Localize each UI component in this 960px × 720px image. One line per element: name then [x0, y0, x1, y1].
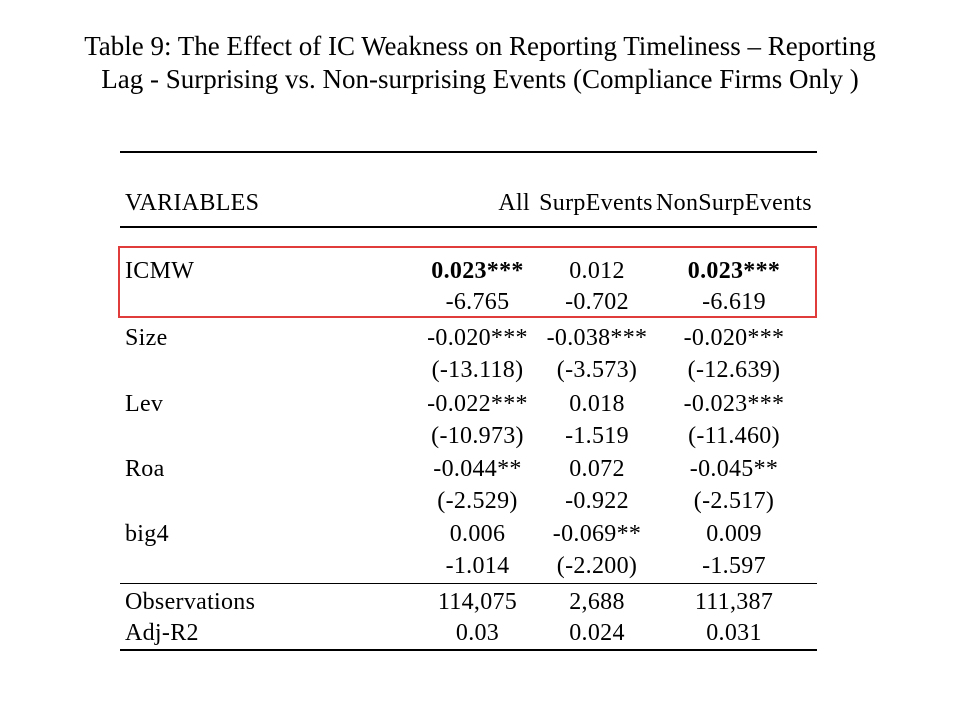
cell-observations-all: 114,075 [437, 589, 518, 615]
cell-icmw-all: 0.023*** [431, 258, 524, 284]
header-surp-events: SurpEvents [539, 190, 653, 216]
cell-size-surp-stat: (-3.573) [556, 357, 638, 383]
cell-big4-surp: -0.069** [552, 521, 642, 547]
cell-adj-r2-surp: 0.024 [569, 620, 625, 646]
header-variables: VARIABLES [125, 190, 260, 216]
cell-size-nonsurp-stat: (-12.639) [687, 357, 781, 383]
table-title-line-1: Table 9: The Effect of IC Weakness on Re… [84, 31, 876, 61]
row-var-observations: Observations [125, 589, 256, 615]
header-nonsurp-events: NonSurpEvents [656, 190, 812, 216]
cell-icmw-surp: 0.012 [569, 258, 625, 284]
header-rule [120, 226, 817, 228]
cell-adj-r2-nonsurp: 0.031 [706, 620, 762, 646]
table-title: Table 9: The Effect of IC Weakness on Re… [0, 30, 960, 96]
cell-icmw-all-stat: -6.765 [445, 289, 510, 315]
cell-roa-surp-stat: -0.922 [565, 488, 629, 514]
cell-size-all: -0.020*** [427, 325, 528, 351]
cell-roa-nonsurp-stat: (-2.517) [693, 488, 775, 514]
row-var-roa: Roa [125, 456, 165, 482]
header-all: All [498, 190, 530, 216]
cell-roa-surp: 0.072 [569, 456, 625, 482]
cell-adj-r2-all: 0.03 [455, 620, 500, 646]
cell-icmw-nonsurp-stat: -6.619 [702, 289, 766, 315]
stats-rule [120, 583, 817, 584]
cell-lev-nonsurp: -0.023*** [683, 391, 785, 417]
cell-big4-nonsurp: 0.009 [706, 521, 762, 547]
cell-lev-all-stat: (-10.973) [431, 423, 524, 449]
row-var-big4: big4 [125, 521, 169, 547]
cell-lev-surp: 0.018 [569, 391, 625, 417]
cell-lev-nonsurp-stat: (-11.460) [688, 423, 780, 449]
cell-roa-all: -0.044** [433, 456, 522, 482]
cell-icmw-nonsurp: 0.023*** [687, 258, 781, 284]
cell-big4-all: 0.006 [449, 521, 506, 547]
cell-icmw-surp-stat: -0.702 [565, 289, 629, 315]
cell-observations-surp: 2,688 [569, 589, 625, 615]
cell-lev-all: -0.022*** [427, 391, 528, 417]
row-var-icmw: ICMW [125, 258, 195, 284]
row-var-lev: Lev [125, 391, 164, 417]
cell-size-surp: -0.038*** [546, 325, 648, 351]
cell-lev-surp-stat: -1.519 [565, 423, 629, 449]
top-rule [120, 151, 817, 153]
cell-size-all-stat: (-13.118) [431, 357, 524, 383]
cell-big4-nonsurp-stat: -1.597 [702, 553, 766, 579]
cell-big4-all-stat: -1.014 [445, 553, 510, 579]
row-var-adj-r2: Adj-R2 [125, 620, 199, 646]
cell-roa-all-stat: (-2.529) [437, 488, 518, 514]
cell-big4-surp-stat: (-2.200) [556, 553, 638, 579]
cell-roa-nonsurp: -0.045** [689, 456, 779, 482]
row-var-size: Size [125, 325, 168, 351]
icmw-highlight-box [118, 246, 817, 318]
cell-size-nonsurp: -0.020*** [683, 325, 785, 351]
bottom-rule [120, 649, 817, 651]
cell-observations-nonsurp: 111,387 [694, 589, 774, 615]
table-title-line-2: Lag - Surprising vs. Non-surprising Even… [101, 64, 859, 94]
